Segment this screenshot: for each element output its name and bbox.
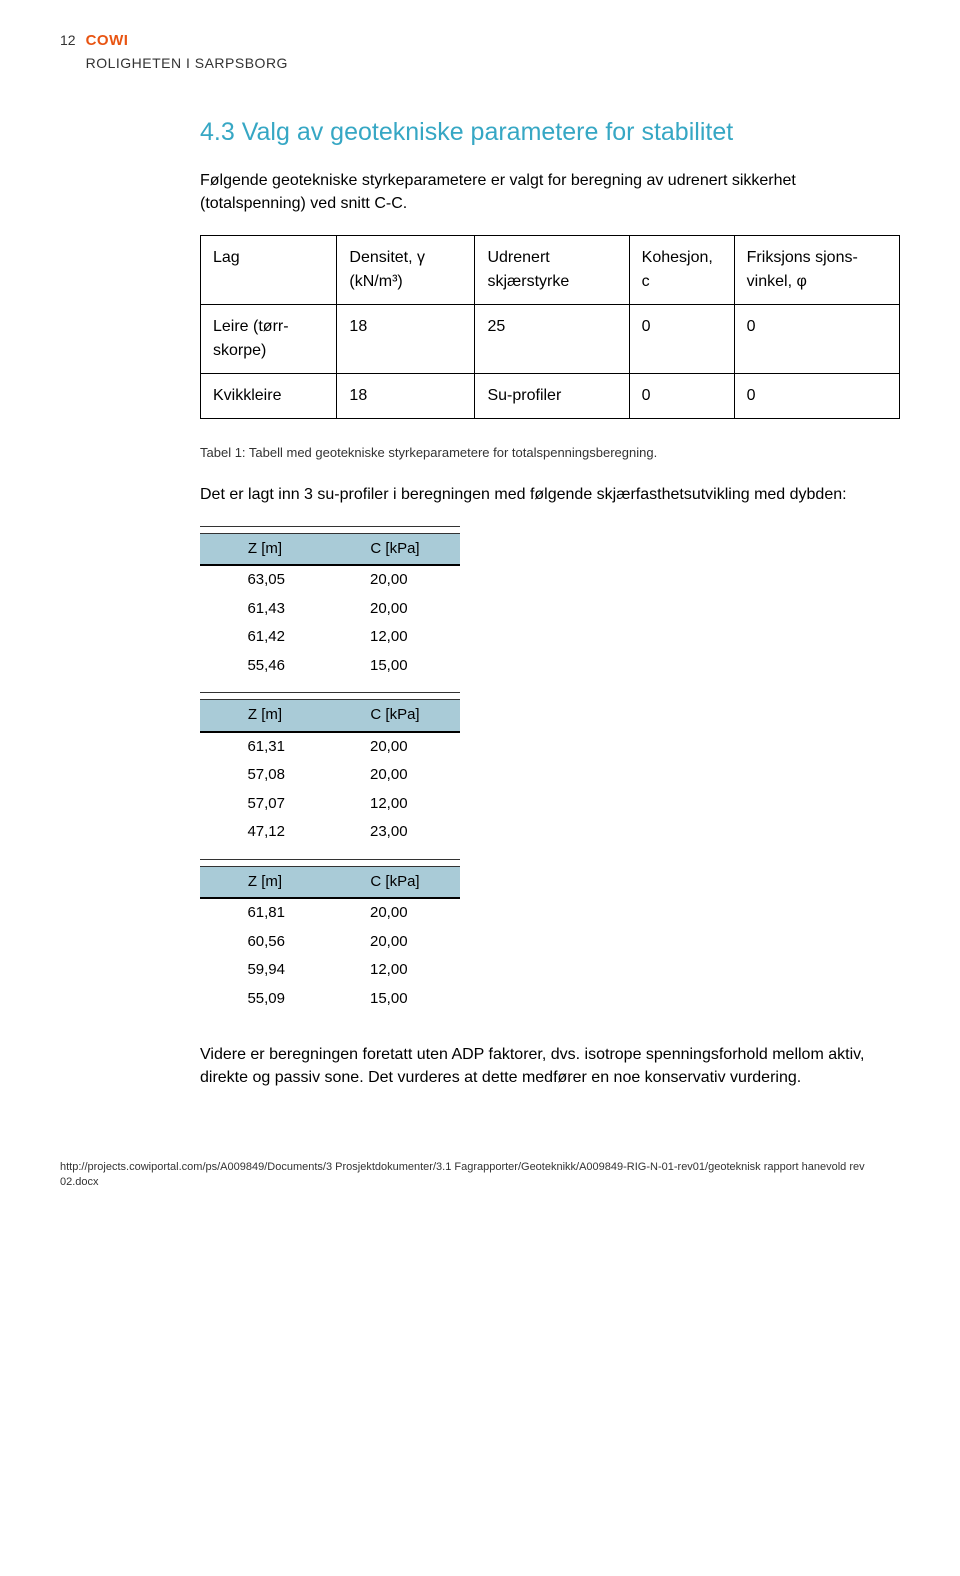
cell: 20,00 <box>330 595 460 624</box>
table-cell: 0 <box>629 374 734 419</box>
su-profile-table-1: Z [m]C [kPa] 63,0520,00 61,4320,00 61,42… <box>200 533 460 681</box>
page-number: 12 <box>60 30 76 51</box>
parameter-table: Lag Densitet, γ (kN/m³) Udrenert skjærst… <box>200 235 900 419</box>
cell: 12,00 <box>330 790 460 819</box>
table-caption: Tabel 1: Tabell med geotekniske styrkepa… <box>200 444 900 462</box>
su-profile-table-3: Z [m]C [kPa] 61,8120,00 60,5620,00 59,94… <box>200 866 460 1014</box>
table-header: Lag <box>201 236 337 305</box>
cell: 61,31 <box>200 732 330 762</box>
table-cell: 18 <box>337 374 475 419</box>
table-header: Udrenert skjærstyrke <box>475 236 629 305</box>
cell: 57,08 <box>200 761 330 790</box>
cell: 20,00 <box>330 898 460 928</box>
divider <box>200 526 460 527</box>
cell: 61,81 <box>200 898 330 928</box>
cell: 20,00 <box>330 565 460 595</box>
table-cell: 0 <box>734 374 899 419</box>
main-content: 4.3 Valg av geotekniske parametere for s… <box>200 114 900 1090</box>
cell: 57,07 <box>200 790 330 819</box>
mid-text: Det er lagt inn 3 su-profiler i beregnin… <box>200 483 900 506</box>
table-row: Kvikkleire 18 Su-profiler 0 0 <box>201 374 900 419</box>
cell: 15,00 <box>330 652 460 681</box>
cell: 47,12 <box>200 818 330 847</box>
cell: 12,00 <box>330 623 460 652</box>
cell: 55,09 <box>200 985 330 1014</box>
table-cell: 0 <box>734 305 899 374</box>
table-header: Densitet, γ (kN/m³) <box>337 236 475 305</box>
col-header: C [kPa] <box>330 700 460 732</box>
cell: 12,00 <box>330 956 460 985</box>
divider <box>200 692 460 693</box>
su-profile-table-2: Z [m]C [kPa] 61,3120,00 57,0820,00 57,07… <box>200 699 460 847</box>
table-cell: 18 <box>337 305 475 374</box>
table-header: Kohesjon, c <box>629 236 734 305</box>
cell: 20,00 <box>330 928 460 957</box>
col-header: Z [m] <box>200 533 330 565</box>
col-header: C [kPa] <box>330 533 460 565</box>
cell: 20,00 <box>330 732 460 762</box>
table-header-row: Lag Densitet, γ (kN/m³) Udrenert skjærst… <box>201 236 900 305</box>
table-header: Friksjons sjons-vinkel, φ <box>734 236 899 305</box>
col-header: C [kPa] <box>330 866 460 898</box>
section-heading: 4.3 Valg av geotekniske parametere for s… <box>200 114 900 152</box>
table-cell: 0 <box>629 305 734 374</box>
table-row: Leire (tørr-skorpe) 18 25 0 0 <box>201 305 900 374</box>
table-cell: Leire (tørr-skorpe) <box>201 305 337 374</box>
cell: 59,94 <box>200 956 330 985</box>
divider <box>200 859 460 860</box>
doc-title: ROLIGHETEN I SARPSBORG <box>86 53 288 74</box>
cell: 55,46 <box>200 652 330 681</box>
cell: 61,43 <box>200 595 330 624</box>
cell: 60,56 <box>200 928 330 957</box>
table-cell: Su-profiler <box>475 374 629 419</box>
cell: 15,00 <box>330 985 460 1014</box>
table-cell: Kvikkleire <box>201 374 337 419</box>
table-cell: 25 <box>475 305 629 374</box>
page-header: 12 COWI ROLIGHETEN I SARPSBORG <box>60 30 900 74</box>
cell: 20,00 <box>330 761 460 790</box>
cell: 61,42 <box>200 623 330 652</box>
col-header: Z [m] <box>200 700 330 732</box>
col-header: Z [m] <box>200 866 330 898</box>
footer-path: http://projects.cowiportal.com/ps/A00984… <box>0 1160 960 1211</box>
logo: COWI <box>86 30 288 53</box>
closing-text: Videre er beregningen foretatt uten ADP … <box>200 1043 900 1089</box>
cell: 63,05 <box>200 565 330 595</box>
cell: 23,00 <box>330 818 460 847</box>
intro-text: Følgende geotekniske styrkeparametere er… <box>200 169 900 215</box>
